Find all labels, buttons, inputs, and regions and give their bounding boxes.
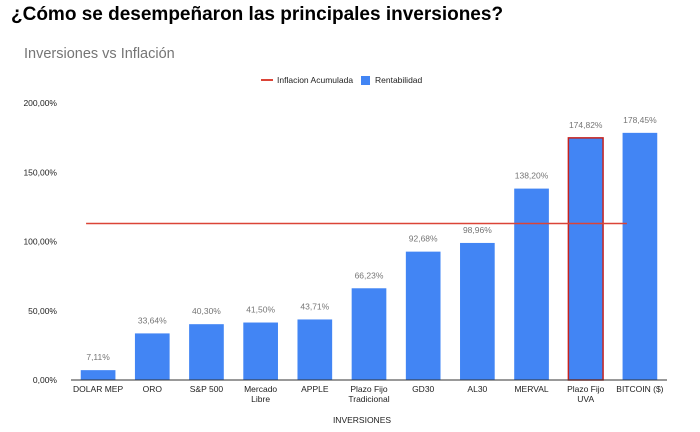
bar-value-label: 92,68% (409, 234, 438, 244)
page-heading: ¿Cómo se desempeñaron las principales in… (11, 4, 504, 25)
legend-swatch-rentabilidad (361, 76, 370, 85)
y-tick-label: 100,00% (23, 237, 57, 247)
bar (297, 319, 333, 380)
x-axis: DOLAR MEP ORO S&P 500 Mercado Libre APPLE Plaz… (71, 379, 667, 404)
chart-panel: Inversiones vs Inflación Inflacion Acumu… (11, 35, 688, 427)
bar-value-label: 40,30% (192, 306, 221, 316)
x-tick-label: AL30 (467, 384, 487, 394)
bar-value-label: 98,96% (463, 225, 492, 235)
legend-label-rentabilidad: Rentabilidad (375, 75, 423, 85)
bar-value-label: 178,45% (623, 115, 657, 125)
chart-title: Inversiones vs Inflación (24, 46, 175, 62)
bar-chart: Inversiones vs Inflación Inflacion Acumu… (23, 46, 667, 425)
bar (134, 333, 170, 380)
chart-legend: Inflacion Acumulada Rentabilidad (261, 75, 423, 85)
bar-value-label: 138,20% (515, 171, 549, 181)
bar (622, 132, 658, 380)
y-tick-label: 50,00% (28, 306, 57, 316)
legend-label-inflation: Inflacion Acumulada (277, 75, 353, 85)
y-axis: 0,00% 50,00% 100,00% 150,00% 200,00% (23, 98, 57, 385)
bar (351, 288, 387, 380)
bar-value-label: 41,50% (246, 305, 275, 315)
bar (80, 370, 116, 380)
x-tick-label: DOLAR MEP (73, 384, 123, 394)
bar-value-label: 7,11% (86, 352, 110, 362)
bar (514, 188, 549, 380)
bar (567, 137, 604, 381)
bar-value-labels: 7,11% 33,64% 40,30% 41,50% 43,71% 66,23% 92,68… (86, 115, 657, 362)
x-axis-title: INVERSIONES (333, 415, 391, 425)
x-tick-label: Mercado Libre (244, 384, 277, 404)
x-tick-label: ORO (143, 384, 163, 394)
y-tick-label: 150,00% (23, 167, 57, 177)
bar (460, 242, 495, 380)
y-tick-label: 200,00% (23, 98, 57, 108)
bar (405, 251, 441, 380)
x-tick-label: APPLE (301, 384, 329, 394)
bar (243, 322, 278, 380)
bar-value-label: 43,71% (300, 301, 329, 311)
x-tick-label: Plazo Fijo Tradicional (348, 384, 389, 404)
x-tick-label: GD30 (412, 384, 434, 394)
x-tick-label: MERVAL (514, 384, 548, 394)
x-tick-label: S&P 500 (190, 384, 224, 394)
x-tick-label: Plazo Fijo UVA (567, 384, 605, 404)
bar-value-label: 33,64% (138, 315, 167, 325)
bar-series-rentabilidad (80, 132, 658, 381)
x-tick-label: BITCOIN ($) (616, 384, 663, 394)
y-tick-label: 0,00% (33, 375, 58, 385)
bar-value-label: 66,23% (355, 270, 384, 280)
bar (189, 324, 224, 380)
bar-value-label: 174,82% (569, 120, 603, 130)
